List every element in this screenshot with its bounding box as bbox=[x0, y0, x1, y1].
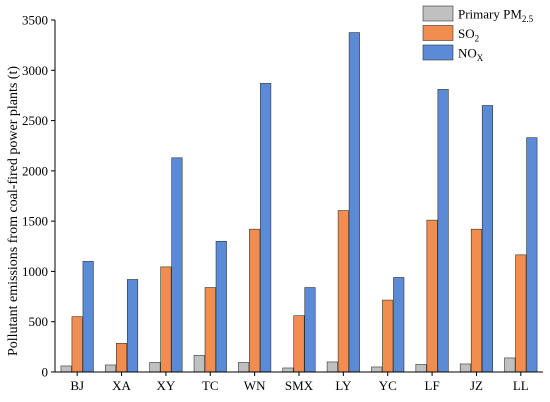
bar-X-yc bbox=[393, 277, 405, 373]
legend-label-X: NOX bbox=[458, 46, 484, 64]
legend-swatch-25 bbox=[422, 5, 454, 22]
bar-2-xa bbox=[115, 343, 128, 373]
bar-2-ll bbox=[515, 254, 527, 373]
y-tick-label-3000: 3000 bbox=[22, 63, 48, 78]
bar-2-wn bbox=[249, 228, 261, 373]
bar-2-jz bbox=[470, 228, 483, 373]
bar-2-yc bbox=[382, 299, 394, 373]
bar-25-yc bbox=[371, 366, 383, 373]
x-tick-label-bj: BJ bbox=[70, 378, 84, 393]
bar-X-xa bbox=[126, 279, 139, 373]
y-axis-title: Pollutant emissions from coal-fired powe… bbox=[6, 66, 21, 356]
y-tick-label-0: 0 bbox=[42, 365, 49, 380]
x-tick-label-wn: WN bbox=[244, 378, 266, 393]
bar-25-xa bbox=[104, 364, 117, 373]
x-tick-label-tc: TC bbox=[202, 378, 219, 393]
bar-2-xy bbox=[160, 266, 172, 373]
x-tick-label-jz: JZ bbox=[470, 378, 483, 393]
bar-25-jz bbox=[459, 363, 472, 373]
x-tick-label-yc: YC bbox=[379, 378, 397, 393]
bar-2-smx bbox=[293, 315, 305, 373]
bar-X-jz bbox=[481, 105, 494, 373]
bar-25-xy bbox=[149, 362, 161, 373]
x-tick-label-xy: XY bbox=[157, 378, 176, 393]
x-tick-label-ll: LL bbox=[513, 378, 529, 393]
bar-2-ly bbox=[337, 210, 349, 373]
bar-2-tc bbox=[204, 287, 216, 373]
bar-25-tc bbox=[193, 355, 205, 373]
bar-2-bj bbox=[71, 316, 83, 373]
x-tick-label-lf: LF bbox=[425, 378, 440, 393]
bar-X-bj bbox=[82, 261, 94, 373]
x-tick-label-ly: LY bbox=[335, 378, 352, 393]
bar-25-bj bbox=[60, 365, 72, 373]
bar-25-ll bbox=[504, 357, 516, 373]
legend-label-25: Primary PM2.5 bbox=[458, 7, 534, 25]
y-tick-label-1500: 1500 bbox=[22, 214, 48, 229]
bar-25-wn bbox=[238, 362, 250, 373]
bar-X-tc bbox=[215, 240, 227, 373]
y-tick-label-1000: 1000 bbox=[22, 264, 48, 279]
bar-25-smx bbox=[282, 367, 294, 373]
y-tick-label-2000: 2000 bbox=[22, 163, 48, 178]
bars-layer bbox=[60, 32, 538, 373]
bar-25-lf bbox=[415, 364, 427, 373]
legend-swatch-X bbox=[422, 44, 454, 61]
y-tick-label-2500: 2500 bbox=[22, 113, 48, 128]
bar-X-xy bbox=[171, 157, 183, 373]
y-tick-label-3500: 3500 bbox=[22, 13, 48, 28]
bar-X-smx bbox=[304, 287, 316, 373]
bar-2-lf bbox=[426, 219, 438, 373]
bar-X-ly bbox=[348, 32, 360, 373]
legend-label-2: SO2 bbox=[458, 26, 479, 44]
x-tick-label-smx: SMX bbox=[285, 378, 314, 393]
bar-X-wn bbox=[260, 83, 272, 373]
legend-swatch-2 bbox=[422, 25, 454, 41]
axes-layer: 0 500 1000 1500 2000 2500 3000 3500 BJ XA XY TC WN SM… bbox=[22, 13, 543, 393]
x-tick-label-xa: XA bbox=[112, 378, 131, 393]
bar-X-lf bbox=[437, 89, 449, 373]
y-tick-label-500: 500 bbox=[29, 314, 49, 329]
bar-25-ly bbox=[326, 361, 338, 373]
bar-X-ll bbox=[526, 137, 538, 373]
